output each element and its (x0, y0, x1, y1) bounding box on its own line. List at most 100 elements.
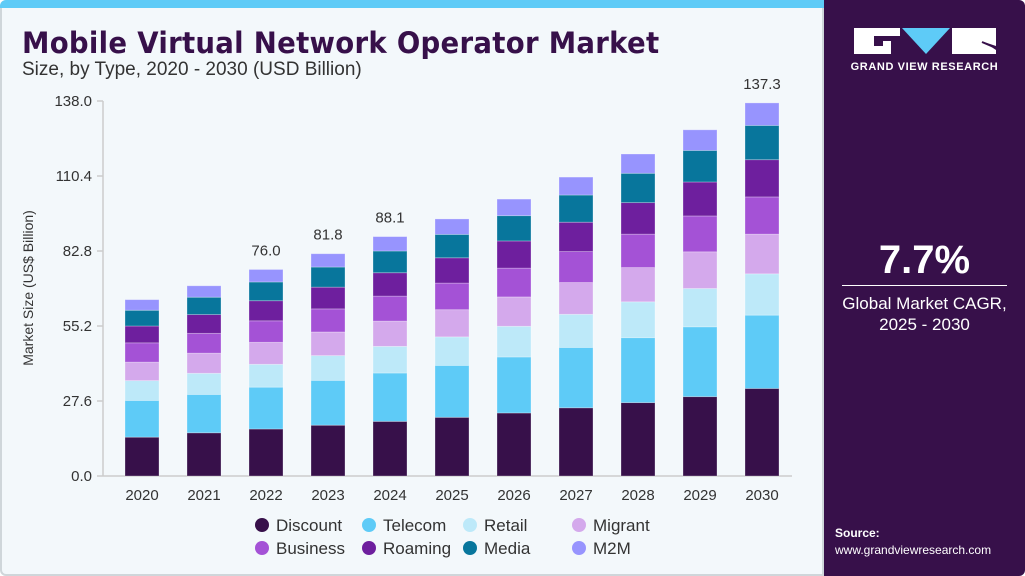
legend-swatch-m2m (572, 541, 586, 555)
x-tick-label: 2027 (559, 487, 592, 504)
x-tick-label: 2020 (125, 487, 158, 504)
bar-segment-business-2025 (434, 282, 470, 311)
bar-segment-m2m-2030 (744, 102, 780, 126)
legend-swatch-telecom (362, 518, 376, 532)
y-tick-label: 138.0 (54, 93, 92, 110)
bar-segment-business-2020 (124, 342, 160, 363)
x-tick-label: 2030 (745, 487, 778, 504)
x-tick-label: 2023 (311, 487, 344, 504)
bar-segment-telecom-2028 (620, 337, 656, 404)
bar-segment-m2m-2026 (496, 198, 532, 217)
bar-segment-roaming-2023 (310, 286, 346, 310)
bar-segment-roaming-2027 (558, 221, 594, 252)
legend-label-telecom: Telecom (383, 516, 446, 535)
x-tick-label: 2029 (683, 487, 716, 504)
bar-segment-business-2029 (682, 215, 718, 253)
x-tick-label: 2025 (435, 487, 468, 504)
bar-segment-migrant-2022 (248, 341, 284, 365)
legend-swatch-retail (463, 518, 477, 532)
bar-segment-roaming-2021 (186, 314, 222, 334)
bar-segment-telecom-2023 (310, 379, 346, 426)
bar-segment-roaming-2025 (434, 257, 470, 284)
bar-segment-business-2021 (186, 332, 222, 354)
bar-segment-discount-2021 (186, 432, 222, 477)
bar-segment-media-2029 (682, 150, 718, 183)
bar-segment-retail-2030 (744, 273, 780, 316)
legend-label-media: Media (484, 539, 531, 558)
y-tick-label: 110.4 (56, 168, 92, 185)
bar-segment-retail-2021 (186, 372, 222, 395)
y-tick-label: 0.0 (71, 468, 92, 485)
bar-segment-roaming-2022 (248, 300, 284, 322)
y-axis-label: Market Size (US$ Billion) (20, 210, 36, 366)
bar-segment-m2m-2027 (558, 176, 594, 196)
bar-segment-business-2030 (744, 196, 780, 235)
bar-segment-media-2024 (372, 250, 408, 274)
bar-segment-m2m-2023 (310, 253, 346, 268)
y-tick-label: 27.6 (63, 393, 92, 410)
data-label-2022: 76.0 (251, 242, 280, 259)
source-url[interactable]: www.grandviewresearch.com (835, 543, 992, 557)
bar-segment-discount-2022 (248, 428, 284, 477)
bar-segment-discount-2027 (558, 407, 594, 477)
data-label-2030: 137.3 (743, 76, 781, 93)
legend-swatch-migrant (572, 518, 586, 532)
x-tick-label: 2028 (621, 487, 654, 504)
bar-segment-roaming-2026 (496, 240, 532, 269)
bar-segment-telecom-2029 (682, 326, 718, 398)
info-panel: GRAND VIEW RESEARCH 7.7% Global Market C… (824, 0, 1025, 576)
bar-segment-migrant-2029 (682, 251, 718, 289)
bar-segment-m2m-2021 (186, 285, 222, 298)
bar-segment-discount-2029 (682, 396, 718, 477)
bar-segment-business-2023 (310, 308, 346, 333)
bar-segment-media-2027 (558, 194, 594, 223)
legend-swatch-discount (255, 518, 269, 532)
bar-segment-discount-2028 (620, 402, 656, 477)
bar-segment-telecom-2027 (558, 347, 594, 409)
bar-segment-retail-2027 (558, 313, 594, 348)
legend-label-m2m: M2M (593, 539, 631, 558)
divider (842, 285, 1007, 286)
bar-segment-roaming-2028 (620, 202, 656, 235)
bar-segment-media-2030 (744, 125, 780, 161)
bar-segment-discount-2030 (744, 388, 780, 477)
bar-segment-media-2022 (248, 281, 284, 302)
bar-segment-business-2022 (248, 320, 284, 343)
bar-segment-migrant-2021 (186, 352, 222, 374)
bar-segment-media-2028 (620, 172, 656, 204)
legend-swatch-roaming (362, 541, 376, 555)
bar-segment-telecom-2030 (744, 314, 780, 389)
bar-segment-discount-2023 (310, 424, 346, 477)
bar-segment-discount-2024 (372, 420, 408, 477)
bar-segment-telecom-2026 (496, 356, 532, 414)
bar-segment-discount-2026 (496, 412, 532, 477)
x-tick-label: 2024 (373, 487, 406, 504)
bar-segment-m2m-2024 (372, 236, 408, 252)
bar-segment-migrant-2020 (124, 361, 160, 382)
source-label: Source: (835, 526, 880, 540)
bar-segment-media-2026 (496, 215, 532, 242)
y-tick-label: 55.2 (63, 318, 92, 335)
bar-segment-media-2025 (434, 234, 470, 259)
bar-segment-business-2026 (496, 267, 532, 298)
accent-bar (0, 0, 824, 8)
legend-label-retail: Retail (484, 516, 527, 535)
legend-swatch-media (463, 541, 477, 555)
cagr-value: 7.7% (878, 238, 971, 282)
bar-segment-migrant-2025 (434, 309, 470, 338)
bar-segment-roaming-2020 (124, 325, 160, 344)
chart-subtitle: Size, by Type, 2020 - 2030 (USD Billion) (22, 59, 362, 80)
x-tick-label: 2022 (249, 487, 282, 504)
bar-segment-retail-2029 (682, 288, 718, 328)
cagr-label: Global Market CAGR, 2025 - 2030 (824, 293, 1025, 335)
x-tick-label: 2021 (187, 487, 220, 504)
bar-segment-telecom-2020 (124, 400, 160, 438)
legend-label-roaming: Roaming (383, 539, 451, 558)
bar-segment-m2m-2028 (620, 153, 656, 174)
bar-segment-roaming-2029 (682, 181, 718, 217)
bar-segment-retail-2024 (372, 345, 408, 374)
bar-segment-telecom-2025 (434, 365, 470, 418)
bar-segment-m2m-2029 (682, 129, 718, 151)
y-tick-label: 82.8 (63, 243, 92, 260)
bar-segment-retail-2020 (124, 380, 160, 401)
